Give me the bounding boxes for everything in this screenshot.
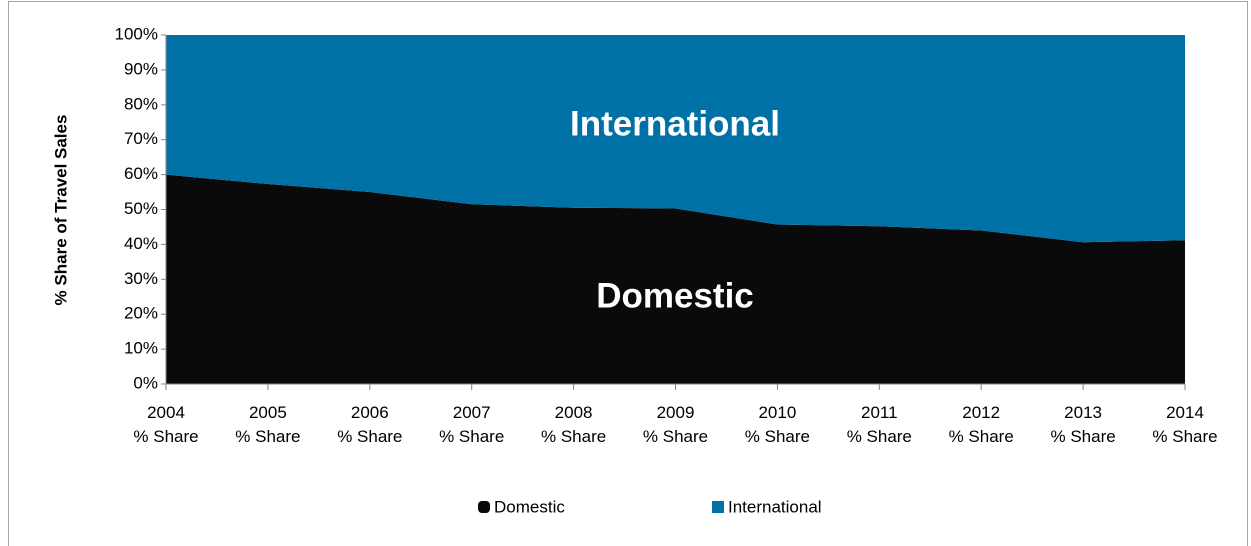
x-tick-label: 2013 % Share [1050,403,1116,446]
x-tick-label: 2007 % Share [439,403,505,446]
x-tick-label: 2006 % Share [337,403,403,446]
annotation: Domestic [596,276,754,315]
y-tick-label: 0% [133,373,158,392]
y-tick-label: 30% [124,269,158,288]
y-tick-label: 80% [124,94,158,113]
y-tick-label: 40% [124,234,158,253]
x-tick-label: 2005 % Share [235,403,301,446]
annotation: International [570,104,780,143]
y-axis-label: % Share of Travel Sales [51,115,70,306]
frame [8,1,1248,546]
x-tick-label: 2014 % Share [1152,403,1218,446]
x-tick-label: 2010 % Share [744,403,810,446]
y-tick-label: 90% [124,59,158,78]
y-tick-label: 10% [124,339,158,358]
y-tick-label: 70% [124,129,158,148]
x-tick-label: 2009 % Share [642,403,709,446]
y-tick-label: 100% [115,24,158,43]
legend-label: Domestic [494,497,565,516]
y-tick-label: 60% [124,164,158,183]
legend-marker [478,501,490,513]
y-tick-label: 50% [124,199,158,218]
legend-marker [712,501,724,513]
area [166,35,1185,243]
area [166,174,1185,384]
x-tick-label: 2011 % Share [846,403,912,446]
legend-label: International [728,497,822,516]
x-tick-label: 2012 % Share [948,403,1014,446]
x-tick-label: 2008 % Share [540,403,607,446]
x-tick-label: 2004 % Share [133,403,199,446]
y-tick-label: 20% [124,304,158,323]
